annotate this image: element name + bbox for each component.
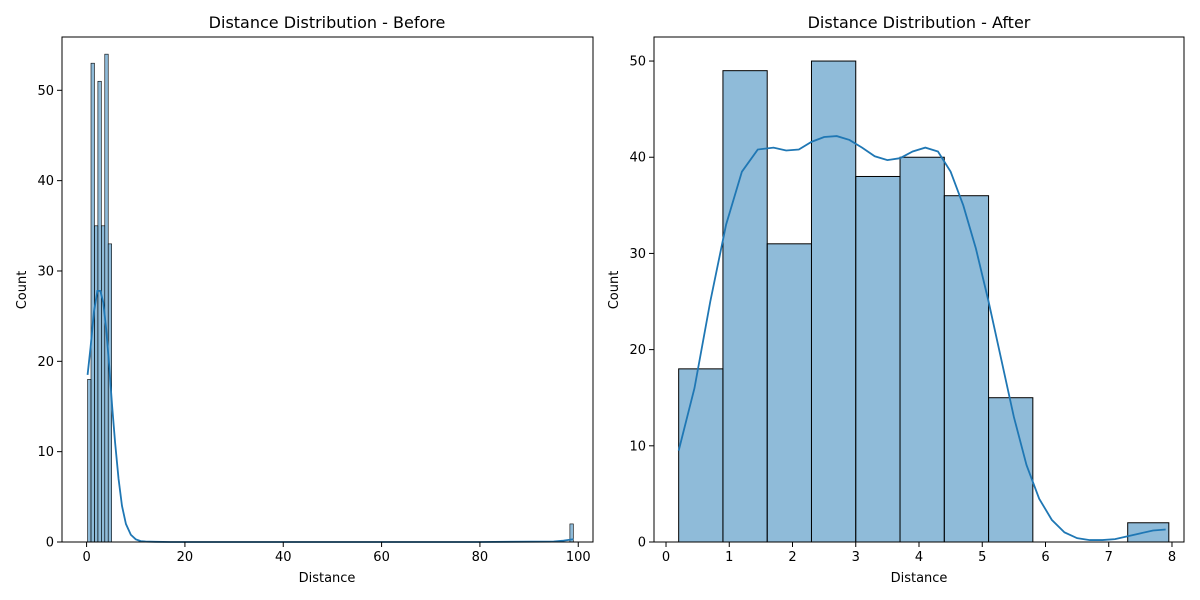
plot-area-frame (61, 36, 594, 543)
histogram-bar (101, 225, 106, 543)
x-tick-label: 40 (275, 550, 292, 565)
y-tick-label: 10 (37, 445, 54, 460)
histogram-bar (899, 156, 945, 543)
y-tick-label: 0 (638, 536, 646, 551)
x-tick-label: 2 (788, 550, 796, 565)
x-tick-label: 3 (852, 550, 860, 565)
chart-title: Distance Distribution - After (808, 13, 1031, 32)
histogram-bar (766, 243, 812, 543)
x-tick-label: 1 (725, 550, 733, 565)
histogram-bar (87, 379, 92, 543)
histogram-bar (855, 175, 901, 543)
y-tick-label: 50 (37, 84, 54, 99)
histogram-bar (810, 60, 857, 543)
x-tick-label: 7 (1105, 550, 1113, 565)
x-tick-label: 6 (1041, 550, 1049, 565)
y-axis-label: Count (607, 271, 622, 310)
y-tick-label: 0 (46, 536, 54, 551)
x-tick-label: 5 (978, 550, 986, 565)
y-tick-label: 40 (629, 151, 646, 166)
kde-line (677, 135, 1166, 541)
y-tick-label: 20 (37, 355, 54, 370)
x-tick-label: 20 (177, 550, 194, 565)
x-tick-label: 4 (915, 550, 923, 565)
histogram-bar (722, 70, 768, 543)
y-tick-label: 40 (37, 174, 54, 189)
histogram-bar (988, 397, 1034, 543)
histogram-bar (104, 53, 109, 543)
histogram-bar (97, 80, 102, 543)
x-tick-label: 60 (373, 550, 390, 565)
y-tick-label: 10 (629, 439, 646, 454)
x-axis-label: Distance (891, 571, 948, 586)
histogram-bar (90, 62, 95, 543)
x-tick-label: 80 (472, 550, 489, 565)
x-axis-label: Distance (299, 571, 356, 586)
y-tick-label: 30 (37, 264, 54, 279)
histogram-bar (943, 195, 990, 543)
x-tick-label: 0 (662, 550, 670, 565)
x-tick-label: 8 (1168, 550, 1176, 565)
y-tick-label: 30 (629, 247, 646, 262)
y-tick-label: 20 (629, 343, 646, 358)
x-tick-label: 0 (82, 550, 90, 565)
chart-after: Distance Distribution - After Distance C… (607, 13, 1185, 586)
chart-title: Distance Distribution - Before (209, 13, 446, 32)
kde-line (86, 289, 574, 543)
chart-before: Distance Distribution - Before Distance … (15, 13, 594, 586)
histogram-bar (678, 368, 724, 543)
x-tick-label: 100 (566, 550, 591, 565)
histogram-bar (94, 225, 99, 543)
y-tick-label: 50 (629, 55, 646, 70)
y-axis-label: Count (15, 271, 30, 310)
